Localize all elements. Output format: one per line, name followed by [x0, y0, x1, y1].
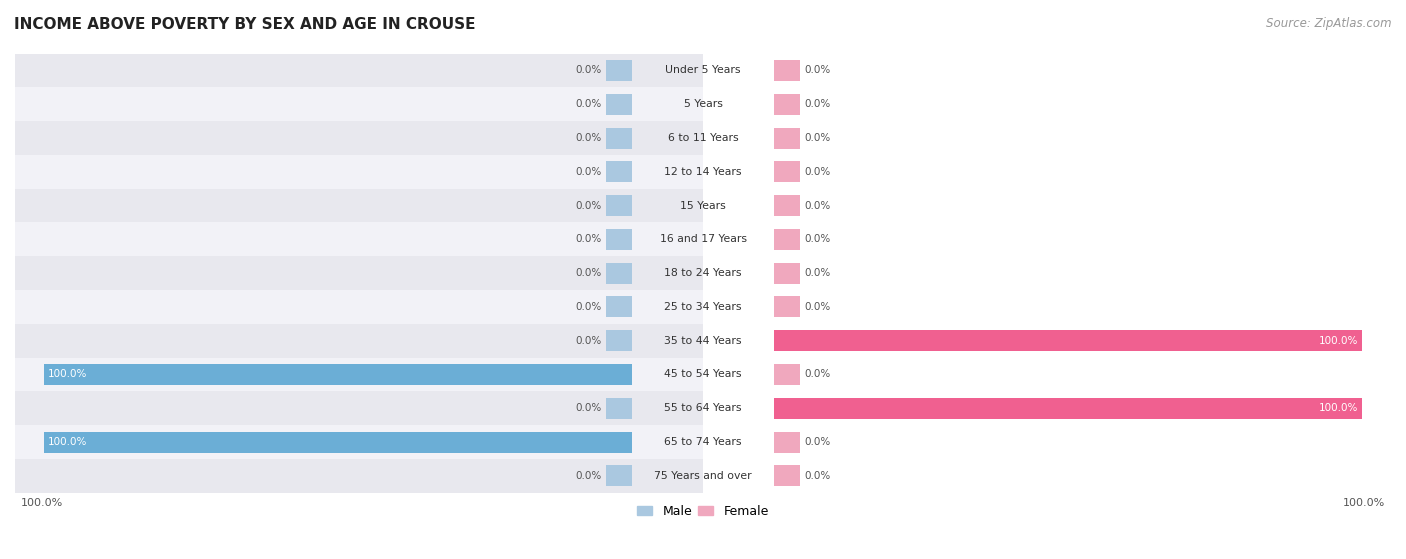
Bar [773, 229, 800, 250]
Text: 15 Years: 15 Years [681, 201, 725, 211]
Text: 0.0%: 0.0% [804, 65, 831, 75]
Legend: Male, Female: Male, Female [633, 500, 773, 523]
Bar [15, 324, 703, 358]
Text: 0.0%: 0.0% [804, 167, 831, 177]
Text: 0.0%: 0.0% [804, 133, 831, 143]
Text: 100.0%: 100.0% [1319, 403, 1358, 413]
Bar [606, 60, 633, 81]
Bar [773, 127, 800, 149]
Bar [15, 189, 703, 222]
Bar [606, 398, 633, 419]
Text: Under 5 Years: Under 5 Years [665, 65, 741, 75]
Text: 0.0%: 0.0% [575, 100, 602, 109]
Bar [15, 87, 703, 121]
Text: 0.0%: 0.0% [575, 471, 602, 481]
Text: 25 to 34 Years: 25 to 34 Years [664, 302, 742, 312]
Text: 0.0%: 0.0% [804, 100, 831, 109]
Bar [15, 121, 703, 155]
Text: 0.0%: 0.0% [575, 167, 602, 177]
Bar [606, 195, 633, 216]
Text: 0.0%: 0.0% [804, 437, 831, 447]
Text: Source: ZipAtlas.com: Source: ZipAtlas.com [1267, 17, 1392, 30]
Bar [15, 425, 703, 459]
Text: 0.0%: 0.0% [575, 133, 602, 143]
Bar [773, 296, 800, 318]
Bar [606, 94, 633, 115]
Text: 100.0%: 100.0% [1319, 336, 1358, 345]
Text: 0.0%: 0.0% [804, 369, 831, 380]
Bar [45, 364, 633, 385]
Text: 5 Years: 5 Years [683, 100, 723, 109]
Text: 12 to 14 Years: 12 to 14 Years [664, 167, 742, 177]
Text: 0.0%: 0.0% [575, 302, 602, 312]
Text: 0.0%: 0.0% [575, 403, 602, 413]
Bar [45, 432, 633, 452]
Bar [773, 465, 800, 486]
Text: 0.0%: 0.0% [804, 302, 831, 312]
Text: INCOME ABOVE POVERTY BY SEX AND AGE IN CROUSE: INCOME ABOVE POVERTY BY SEX AND AGE IN C… [14, 17, 475, 32]
Bar [773, 330, 1361, 351]
Text: 0.0%: 0.0% [575, 336, 602, 345]
Bar [773, 162, 800, 182]
Bar [606, 465, 633, 486]
Text: 75 Years and over: 75 Years and over [654, 471, 752, 481]
Text: 0.0%: 0.0% [575, 268, 602, 278]
Text: 0.0%: 0.0% [804, 234, 831, 244]
Bar [773, 94, 800, 115]
Bar [15, 54, 703, 87]
Text: 0.0%: 0.0% [804, 201, 831, 211]
Text: 100.0%: 100.0% [1343, 498, 1385, 508]
Bar [15, 256, 703, 290]
Bar [15, 459, 703, 492]
Bar [606, 263, 633, 283]
Text: 18 to 24 Years: 18 to 24 Years [664, 268, 742, 278]
Text: 65 to 74 Years: 65 to 74 Years [664, 437, 742, 447]
Bar [773, 60, 800, 81]
Text: 0.0%: 0.0% [804, 471, 831, 481]
Bar [606, 296, 633, 318]
Bar [773, 263, 800, 283]
Text: 0.0%: 0.0% [575, 201, 602, 211]
Bar [773, 364, 800, 385]
Text: 0.0%: 0.0% [575, 234, 602, 244]
Text: 16 and 17 Years: 16 and 17 Years [659, 234, 747, 244]
Text: 0.0%: 0.0% [804, 268, 831, 278]
Bar [15, 358, 703, 391]
Bar [606, 162, 633, 182]
Bar [15, 391, 703, 425]
Bar [15, 155, 703, 189]
Bar [773, 432, 800, 452]
Text: 45 to 54 Years: 45 to 54 Years [664, 369, 742, 380]
Text: 100.0%: 100.0% [48, 437, 87, 447]
Text: 55 to 64 Years: 55 to 64 Years [664, 403, 742, 413]
Bar [773, 398, 1361, 419]
Bar [773, 195, 800, 216]
Text: 0.0%: 0.0% [575, 65, 602, 75]
Bar [606, 127, 633, 149]
Bar [15, 290, 703, 324]
Text: 6 to 11 Years: 6 to 11 Years [668, 133, 738, 143]
Bar [606, 330, 633, 351]
Text: 100.0%: 100.0% [48, 369, 87, 380]
Text: 35 to 44 Years: 35 to 44 Years [664, 336, 742, 345]
Text: 100.0%: 100.0% [21, 498, 63, 508]
Bar [606, 229, 633, 250]
Bar [15, 222, 703, 256]
